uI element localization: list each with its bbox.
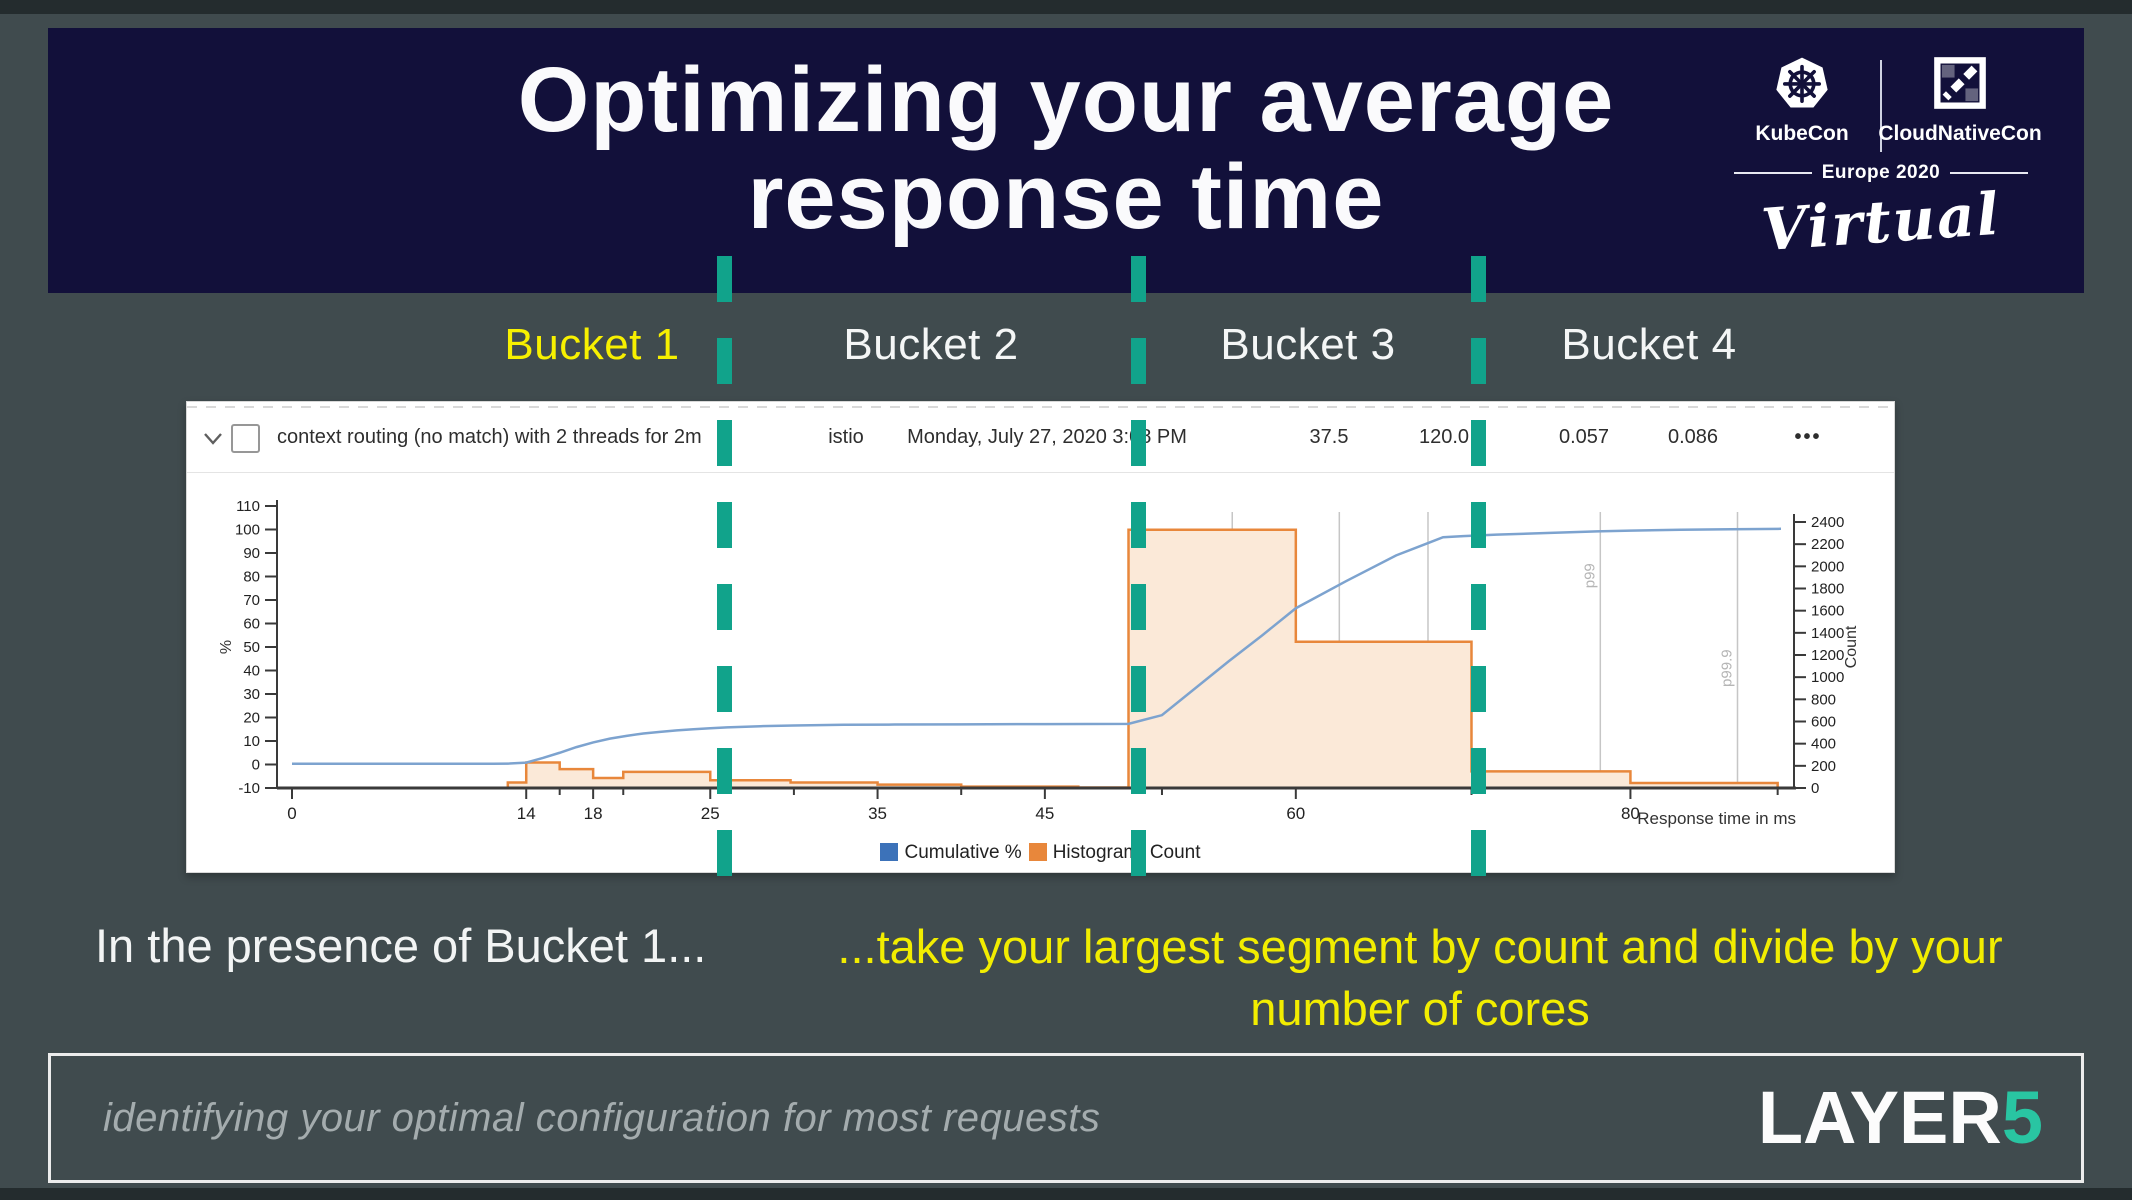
conference-edition: Europe 2020 [1726, 162, 2036, 184]
svg-text:1400: 1400 [1811, 625, 1844, 642]
layer5-logo-5: 5 [2001, 1076, 2043, 1159]
svg-text:%: % [218, 640, 235, 654]
svg-text:40: 40 [243, 663, 260, 680]
svg-text:1800: 1800 [1811, 581, 1844, 598]
svg-text:Response time in ms: Response time in ms [1637, 809, 1796, 828]
bucket-label-3: Bucket 3 [1220, 320, 1396, 369]
svg-text:400: 400 [1811, 736, 1836, 753]
metric-duration: 120.0 [1418, 426, 1470, 448]
svg-text:80: 80 [243, 569, 260, 586]
metric-qps: 37.5 [1309, 426, 1349, 448]
svg-text:70: 70 [243, 592, 260, 609]
svg-text:45: 45 [1035, 804, 1054, 823]
svg-text:50: 50 [243, 639, 260, 656]
svg-text:0: 0 [252, 757, 260, 774]
latency-histogram-chart: p50p75p90p99p99.9-1001020304050607080901… [187, 472, 1894, 872]
svg-text:110: 110 [236, 498, 260, 515]
bucket-label-1: Bucket 1 [504, 320, 680, 369]
result-row[interactable]: context routing (no match) with 2 thread… [187, 402, 1894, 473]
test-name: context routing (no match) with 2 thread… [277, 426, 702, 448]
title-banner: Optimizing your average response time [48, 28, 2084, 293]
edition-rule-left [1733, 172, 1812, 174]
svg-text:Count: Count [1843, 625, 1860, 668]
svg-text:14: 14 [517, 804, 536, 823]
chart-legend: Cumulative % Histogram: Count [187, 842, 1894, 864]
bucket-divider-1 [717, 256, 732, 901]
results-panel[interactable]: context routing (no match) with 2 thread… [186, 401, 1895, 873]
footer: identifying your optimal configuration f… [48, 1053, 2084, 1183]
svg-text:20: 20 [243, 710, 260, 727]
chevron-down-icon[interactable] [201, 426, 225, 450]
svg-text:200: 200 [1811, 758, 1836, 775]
svg-text:1200: 1200 [1811, 647, 1844, 664]
svg-text:35: 35 [868, 804, 887, 823]
legend-item-histogram[interactable]: Histogram: Count [1028, 842, 1201, 864]
logo-divider [1880, 60, 1882, 152]
svg-text:1600: 1600 [1811, 603, 1844, 620]
cloudnativecon-column: CloudNativeCon [1878, 54, 2042, 146]
kubecon-helm-icon [1776, 57, 1828, 108]
svg-text:80: 80 [1621, 804, 1640, 823]
conference-logo: KubeCon CloudNativeCon Europe 2020 [1726, 54, 2042, 264]
slide-bottom-edge [0, 1188, 2132, 1200]
legend-swatch-cumulative [880, 843, 899, 861]
svg-text:90: 90 [243, 545, 260, 562]
bucket-divider-3 [1471, 256, 1486, 901]
legend-item-cumulative[interactable]: Cumulative % [880, 842, 1022, 864]
svg-text:0: 0 [287, 804, 296, 823]
svg-text:30: 30 [243, 686, 260, 703]
svg-text:600: 600 [1811, 714, 1836, 731]
legend-swatch-histogram [1028, 843, 1047, 861]
bucket-label-2: Bucket 2 [843, 320, 1019, 369]
start-time: Monday, July 27, 2020 3:08 PM [907, 426, 1187, 448]
svg-text:2400: 2400 [1811, 514, 1844, 531]
bucket-divider-2 [1131, 256, 1146, 901]
edition-label: Europe 2020 [1821, 162, 1941, 183]
metric-mean: 0.086 [1667, 426, 1719, 448]
svg-text:2200: 2200 [1811, 536, 1844, 553]
footer-tagline: identifying your optimal configuration f… [103, 1096, 1101, 1140]
svg-text:-10: -10 [238, 780, 260, 797]
metric-min: 0.057 [1558, 426, 1610, 448]
edition-rule-right [1950, 172, 2029, 174]
cloudnativecon-wordmark: CloudNativeCon [1878, 122, 2042, 145]
page-title: Optimizing your average response time [48, 52, 2084, 245]
svg-text:100: 100 [235, 522, 260, 539]
cloudnativecon-icon [1934, 57, 1986, 109]
kubecon-wordmark: KubeCon [1755, 122, 1849, 145]
svg-text:25: 25 [701, 804, 720, 823]
row-checkbox[interactable] [231, 424, 260, 453]
svg-text:60: 60 [1286, 804, 1305, 823]
svg-text:10: 10 [243, 733, 260, 750]
svg-text:p99: p99 [1581, 563, 1598, 588]
title-line-1: Optimizing your average [517, 49, 1615, 151]
svg-text:60: 60 [243, 616, 260, 633]
svg-text:1000: 1000 [1811, 669, 1844, 686]
bucket-label-4: Bucket 4 [1561, 320, 1737, 369]
virtual-script: Virtual [1759, 179, 2003, 265]
svg-text:18: 18 [584, 804, 603, 823]
caption-bucket1: In the presence of Bucket 1... [95, 919, 707, 972]
svg-text:800: 800 [1811, 691, 1836, 708]
layer5-logo: LAYER5 [1757, 1076, 2043, 1159]
kubecon-column: KubeCon [1732, 54, 1872, 146]
caption-largest-segment: ...take your largest segment by count an… [837, 920, 2003, 1036]
row-menu-icon[interactable]: ••• [1794, 426, 1822, 448]
mesh-name: istio [828, 426, 864, 448]
svg-text:0: 0 [1811, 780, 1819, 797]
svg-text:2000: 2000 [1811, 558, 1844, 575]
title-line-2: response time [747, 145, 1385, 248]
slide-top-edge [0, 0, 2132, 14]
svg-text:p99.9: p99.9 [1719, 649, 1736, 687]
